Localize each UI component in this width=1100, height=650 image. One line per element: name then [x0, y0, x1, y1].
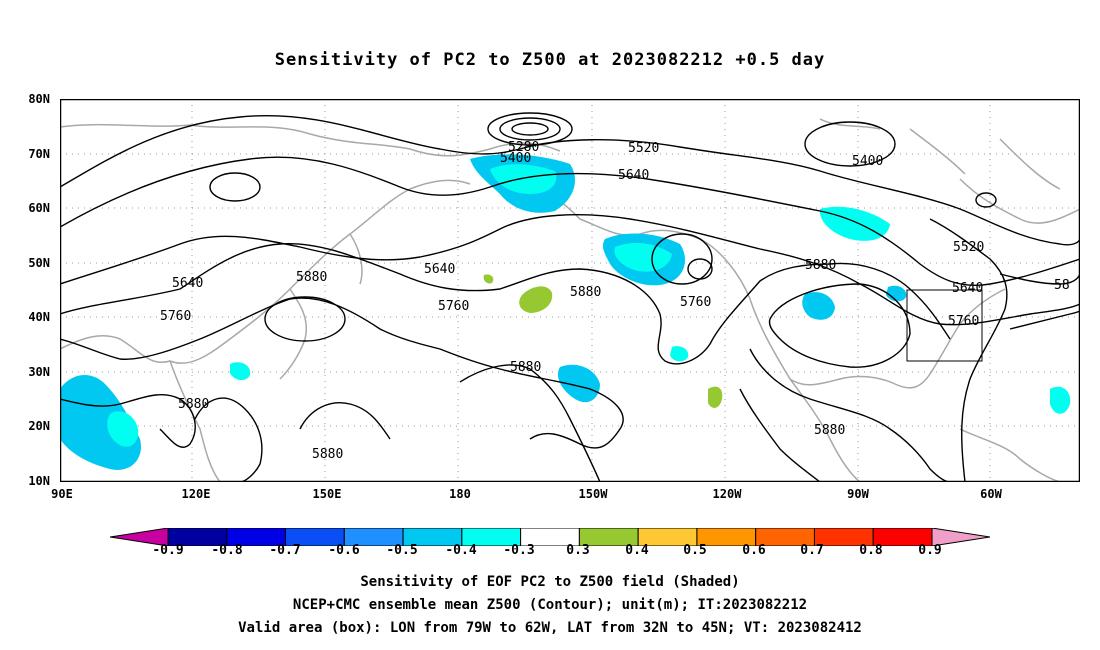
colorbar	[110, 528, 990, 546]
lon-label: 60W	[980, 487, 1002, 501]
colorbar-tick: 0.7	[800, 543, 824, 558]
contour-label: 5880	[312, 447, 343, 462]
contour-label: 5640	[424, 262, 455, 277]
colorbar-tick: 0.5	[683, 543, 707, 558]
colorbar-tick: -0.3	[503, 543, 535, 558]
contour-label: 5400	[852, 154, 883, 169]
colorbar-tick: 0.4	[625, 543, 649, 558]
contour-label: 5760	[680, 295, 711, 310]
lat-label: 10N	[28, 474, 50, 488]
colorbar-tick: -0.7	[269, 543, 301, 558]
lon-label: 90W	[847, 487, 869, 501]
colorbar-tick: 0.6	[742, 543, 766, 558]
lon-label: 150E	[312, 487, 342, 501]
contour-label: 5880	[178, 397, 209, 412]
colorbar-tick: -0.8	[211, 543, 243, 558]
lon-label: 150W	[578, 487, 608, 501]
lat-label: 20N	[28, 419, 50, 433]
contour-labels: 5280 5400 5520 5640 5400 5520 5640 5640 …	[160, 140, 1070, 462]
caption-valid-area: Valid area (box): LON from 79W to 62W, L…	[238, 620, 862, 636]
colorbar-tick: -0.9	[152, 543, 184, 558]
contour-label: 5400	[500, 151, 531, 166]
colorbar-tick: 0.9	[918, 543, 942, 558]
contour-label: 5880	[814, 423, 845, 438]
lon-label: 180	[449, 487, 471, 501]
colorbar-tick: -0.5	[386, 543, 418, 558]
contour-label: 5760	[438, 299, 469, 314]
contour-label: 5880	[510, 360, 541, 375]
colorbar-tick: -0.6	[328, 543, 360, 558]
contour-label: 5520	[953, 240, 984, 255]
lon-label: 120W	[712, 487, 742, 501]
lat-label: 70N	[28, 147, 50, 161]
valid-area-box	[906, 289, 983, 362]
sensitivity-shading	[60, 154, 1071, 470]
contour-label: 5640	[172, 276, 203, 291]
contour-label: 5880	[805, 258, 836, 273]
map-panel: 5280 5400 5520 5640 5400 5520 5640 5640 …	[60, 99, 1080, 482]
lat-label: 40N	[28, 310, 50, 324]
coastlines	[60, 118, 1080, 482]
map-frame	[60, 99, 1080, 482]
z500-contours	[60, 112, 1080, 482]
lat-label: 30N	[28, 365, 50, 379]
contour-label: 5760	[948, 314, 979, 329]
contour-label: 5880	[296, 270, 327, 285]
contour-label: 5640	[952, 281, 983, 296]
lat-label: 50N	[28, 256, 50, 270]
contour-label: 5640	[618, 168, 649, 183]
colorbar-tick: 0.8	[859, 543, 883, 558]
contour-label: 5520	[628, 141, 659, 156]
lon-label: 120E	[181, 487, 211, 501]
contour-label: 5880	[570, 285, 601, 300]
contour-label: 5760	[160, 309, 191, 324]
contour-label: 58	[1054, 278, 1070, 293]
colorbar-tick: -0.4	[445, 543, 477, 558]
caption-contour: NCEP+CMC ensemble mean Z500 (Contour); u…	[292, 597, 808, 613]
lon-label: 90E	[51, 487, 73, 501]
lat-label: 80N	[28, 92, 50, 106]
caption-shading: Sensitivity of EOF PC2 to Z500 field (Sh…	[360, 574, 740, 590]
contour-label: 5280	[508, 140, 539, 155]
lat-label: 60N	[28, 201, 50, 215]
map-title: Sensitivity of PC2 to Z500 at 2023082212…	[274, 50, 826, 70]
colorbar-tick: 0.3	[566, 543, 590, 558]
